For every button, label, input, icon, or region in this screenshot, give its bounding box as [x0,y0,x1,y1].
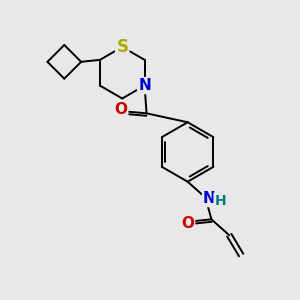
Text: N: N [203,191,216,206]
Text: O: O [114,102,127,117]
Text: N: N [138,78,151,93]
Text: S: S [116,38,128,56]
Text: H: H [214,194,226,208]
Text: O: O [181,216,194,231]
